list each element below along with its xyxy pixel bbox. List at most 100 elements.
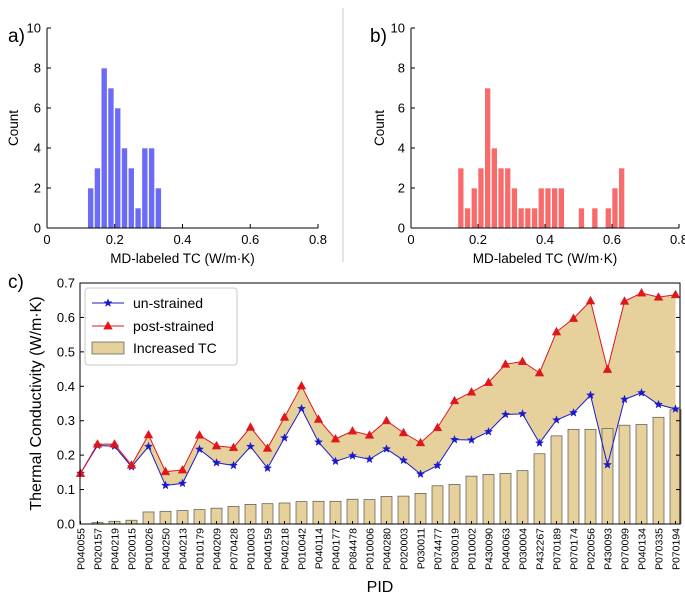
pid-tick-label: P070335 — [653, 528, 665, 570]
legend-label-un-strained: un-strained — [133, 295, 203, 311]
legend-marker-post-strained — [103, 320, 113, 330]
post-strained-point — [211, 440, 222, 450]
histogram-bar — [100, 67, 108, 229]
un-strained-point — [653, 399, 664, 409]
histogram-bar — [537, 187, 545, 229]
post-strained-point — [143, 429, 154, 439]
un-strained-point — [194, 444, 205, 454]
post-strained-point — [653, 292, 664, 301]
pid-tick-label: P040213 — [177, 528, 189, 570]
increased-tc-bar — [482, 474, 495, 525]
post-strained-point — [109, 439, 120, 448]
post-strained-point — [126, 460, 137, 469]
un-strained-point — [330, 456, 341, 466]
increased-tc-bar — [635, 424, 648, 525]
increased-tc-bar — [652, 416, 665, 525]
post-strained-point — [194, 430, 205, 439]
un-strained-point — [160, 480, 171, 490]
un-strained-point — [211, 457, 222, 467]
un-strained-point — [483, 426, 494, 436]
histogram-bar — [497, 167, 505, 229]
pid-tick-label: P070174 — [568, 528, 580, 570]
histogram-bar — [114, 107, 122, 229]
y-tick-label: 2 — [34, 181, 41, 196]
un-strained-point — [347, 451, 358, 460]
pid-tick-label: P010179 — [194, 528, 206, 570]
un-strained-point — [449, 434, 460, 444]
increased-tc-bar — [414, 493, 427, 525]
y-tick-label: 0 — [34, 221, 41, 236]
histogram-bar — [551, 187, 558, 229]
un-strained-point — [381, 444, 392, 453]
histogram-bar — [611, 187, 619, 229]
post-strained-point — [262, 443, 273, 452]
un-strained-point — [500, 409, 511, 419]
x-tick-label: 0.2 — [469, 232, 487, 247]
y-tick-label: 4 — [34, 141, 41, 156]
un-strained-point — [517, 409, 528, 418]
legend-label-post-strained: post-strained — [133, 318, 214, 334]
histogram-bar — [558, 187, 565, 229]
x-tick-label: 0.4 — [173, 232, 191, 247]
y-tick-label: 10 — [27, 21, 41, 36]
y-tick-label: 0.4 — [57, 379, 75, 394]
histogram-bar — [107, 87, 115, 229]
increased-tc-bar — [380, 496, 393, 525]
pid-tick-label: P040219 — [109, 528, 121, 570]
un-strained-point — [551, 415, 562, 424]
y-tick-label: 4 — [398, 141, 405, 156]
increased-tc-bar — [278, 502, 291, 525]
pid-tick-label: P030004 — [517, 528, 529, 570]
un-strained-point — [262, 463, 273, 473]
x-tick-label: 0.8 — [670, 232, 685, 247]
un-strained-point — [585, 390, 596, 400]
increased-tc-bar — [295, 501, 308, 525]
post-strained-point — [585, 295, 596, 305]
pid-tick-label: P040063 — [500, 528, 512, 570]
post-strained-point — [466, 387, 477, 396]
histogram-bar — [578, 207, 585, 229]
increased-tc-bar — [567, 428, 580, 525]
x-tick-label: 0 — [407, 232, 414, 247]
increased-tc-bar — [669, 409, 682, 525]
y-axis-label: Count — [372, 110, 387, 146]
histogram-bar — [134, 207, 142, 229]
x-axis-label: MD-labeled TC (W/m·K) — [473, 251, 618, 266]
histogram-bar — [457, 167, 465, 229]
post-strained-point — [500, 359, 511, 368]
un-strained-point — [296, 403, 307, 413]
pid-tick-label: P040250 — [160, 528, 172, 570]
y-tick-label: 8 — [34, 61, 41, 76]
y-tick-label: 0.3 — [57, 413, 75, 428]
panel-b: b) 0 2 4 6 8 10 0 0.2 0.4 0.6 0.8 MD-labeled TC (W/m… — [370, 21, 685, 267]
un-strained-point — [568, 408, 579, 417]
histogram-bar — [491, 147, 498, 229]
x-axis-label: PID — [367, 579, 394, 596]
post-strained-point — [381, 415, 392, 425]
increased-tc-bar — [465, 475, 478, 525]
pid-tick-label: P030011 — [415, 528, 427, 569]
un-strained-point — [143, 441, 154, 451]
post-strained-point — [228, 442, 239, 451]
pid-tick-label: P020157 — [92, 528, 104, 570]
y-tick-label: 0.0 — [57, 517, 75, 532]
histogram-bar — [524, 207, 532, 229]
pid-tick-label: P040055 — [75, 528, 87, 570]
legend: un-strained post-strained Increased TC — [84, 287, 238, 366]
post-strained-point — [415, 437, 426, 447]
un-strained-line — [80, 392, 676, 486]
histogram-bar — [517, 207, 525, 229]
pid-tick-label: P070428 — [228, 528, 240, 570]
histogram-bar — [477, 167, 485, 229]
histogram-bar — [484, 87, 491, 229]
increased-tc-bar — [431, 485, 444, 525]
legend-swatch-increased-tc — [91, 341, 125, 355]
post-strained-point — [517, 356, 528, 365]
un-strained-point — [245, 441, 256, 451]
post-strained-point — [296, 380, 307, 390]
plot-frame — [79, 282, 681, 525]
post-strained-point — [177, 464, 188, 474]
panel-label: a) — [8, 26, 25, 47]
un-strained-point — [534, 438, 545, 447]
histogram-bar — [121, 147, 128, 229]
